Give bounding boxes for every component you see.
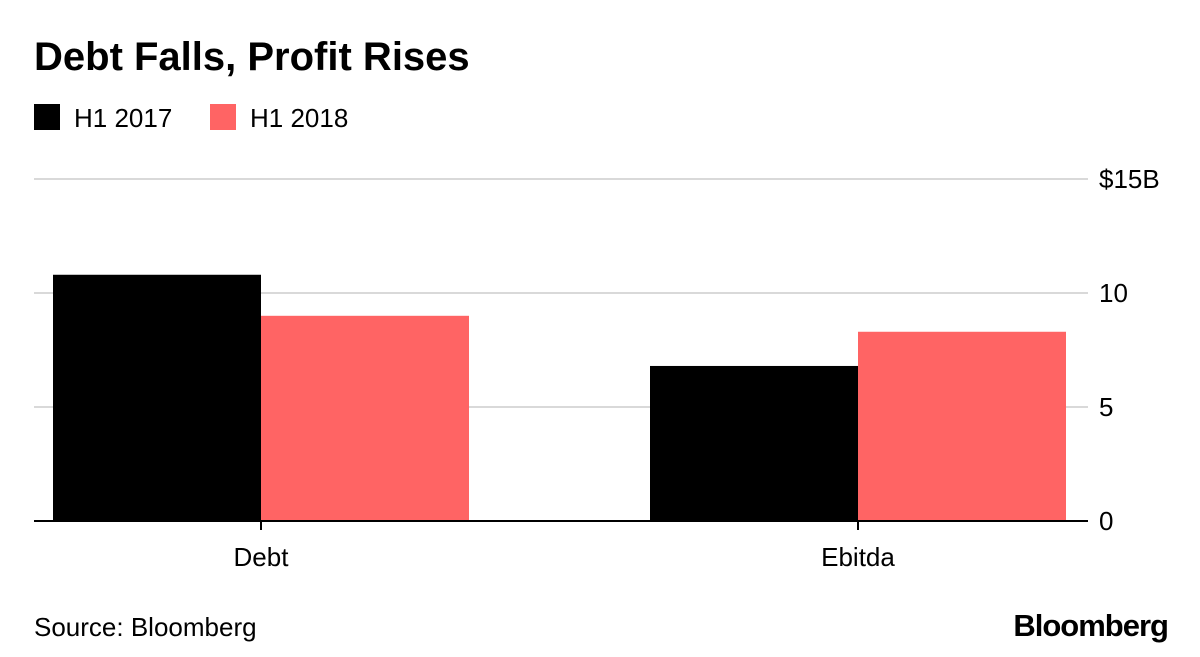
source-note: Source: Bloomberg <box>34 612 257 642</box>
bars <box>53 274 1066 521</box>
legend: H1 2017 H1 2018 <box>34 103 348 133</box>
legend-label-1: H1 2017 <box>74 103 172 133</box>
y-tick-label-5: 5 <box>1099 392 1113 422</box>
bar-ebitda-h1-2017 <box>650 365 858 521</box>
bar-debt-h1-2017 <box>53 274 261 521</box>
x-axis: Debt Ebitda <box>234 521 895 572</box>
chart-title: Debt Falls, Profit Rises <box>34 35 470 79</box>
bar-ebitda-h1-2018 <box>858 331 1066 521</box>
legend-swatch-2 <box>210 104 236 130</box>
bloomberg-logo: Bloomberg <box>1013 608 1168 643</box>
x-tick-label-debt: Debt <box>234 542 290 572</box>
legend-swatch-1 <box>34 104 60 130</box>
bar-debt-h1-2018 <box>261 315 469 521</box>
y-axis: 0 5 10 $15B <box>1099 164 1160 536</box>
y-tick-label-10: 10 <box>1099 278 1128 308</box>
y-tick-label-0: 0 <box>1099 506 1113 536</box>
y-tick-label-15: $15B <box>1099 164 1160 194</box>
x-tick-label-ebitda: Ebitda <box>821 542 895 572</box>
legend-label-2: H1 2018 <box>250 103 348 133</box>
